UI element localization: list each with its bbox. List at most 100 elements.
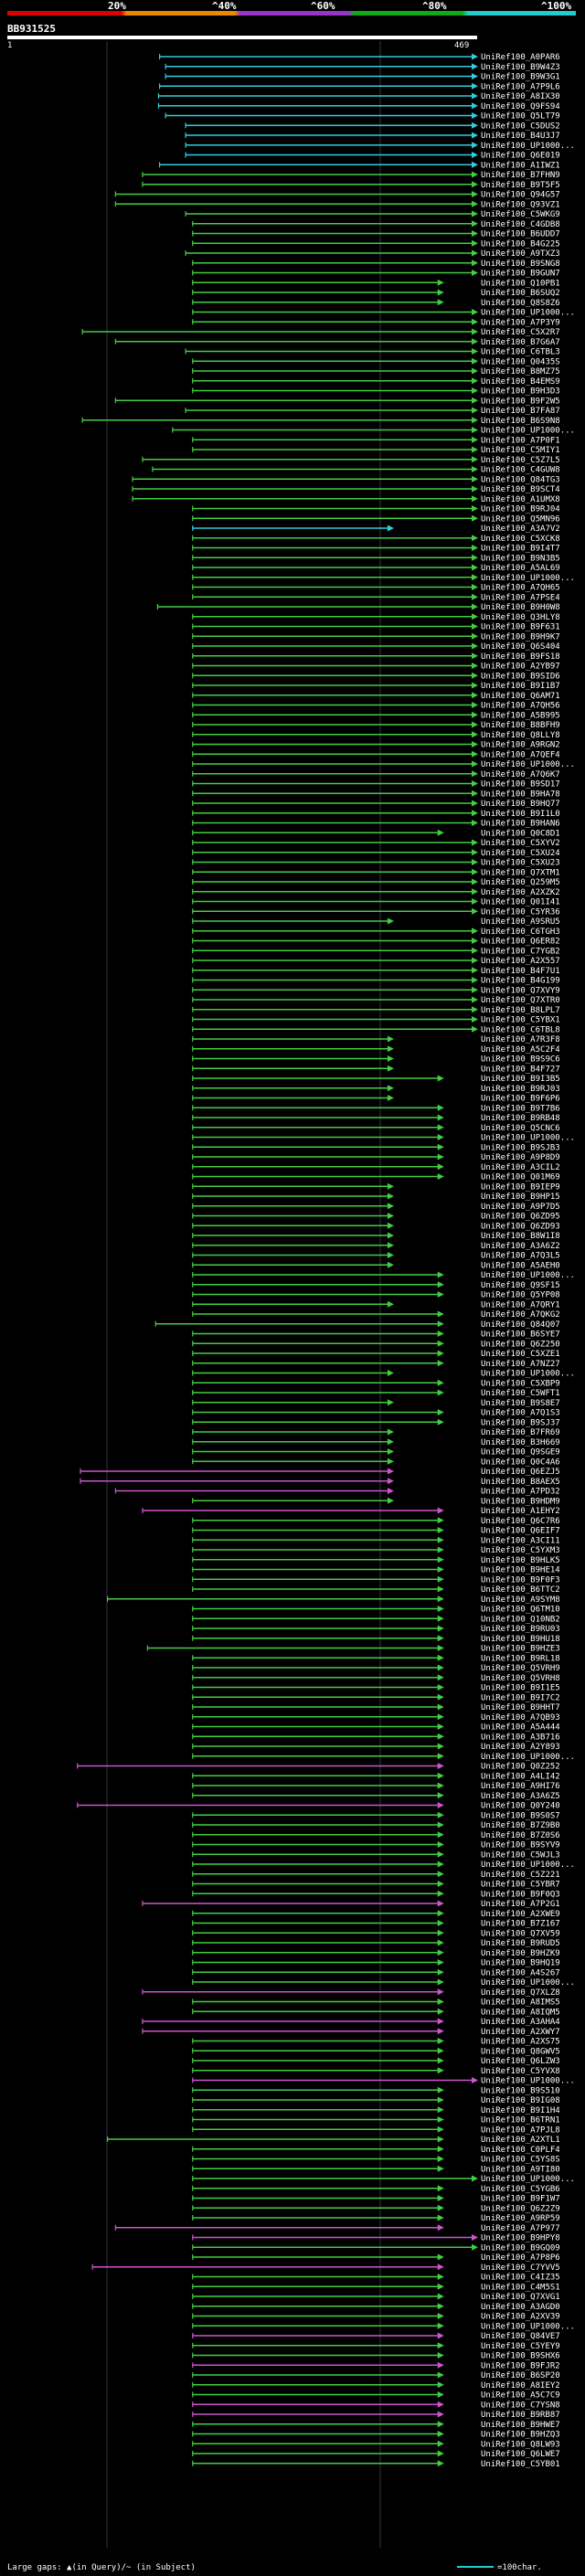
hit-label[interactable]: UniRef100_A7QRY1 [481, 1300, 560, 1309]
hit-label[interactable]: UniRef100_C6TGH3 [481, 928, 560, 937]
hit-label[interactable]: UniRef100_B8W1I8 [481, 1232, 560, 1241]
hit-label[interactable]: UniRef100_B9F0F3 [481, 1575, 560, 1585]
hit-label[interactable]: UniRef100_A3CIL2 [481, 1163, 560, 1172]
hit-label[interactable]: UniRef100_B7FA87 [481, 407, 560, 416]
hit-label[interactable]: UniRef100_Q259M5 [481, 878, 560, 887]
hit-label[interactable]: UniRef100_B9H0W8 [481, 603, 560, 612]
hit-label[interactable]: UniRef100_Q10NB2 [481, 1615, 560, 1624]
hit-label[interactable]: UniRef100_A4LI42 [481, 1772, 560, 1781]
hit-label[interactable]: UniRef100_A3B716 [481, 1733, 560, 1742]
hit-label[interactable]: UniRef100_A3A7V2 [481, 525, 560, 534]
hit-label[interactable]: UniRef100_Q5LT79 [481, 112, 560, 122]
hit-label[interactable]: UniRef100_B9HA78 [481, 790, 560, 799]
hit-label[interactable]: UniRef100_A5C7C9 [481, 2391, 560, 2401]
hit-label[interactable]: UniRef100_B6TTC2 [481, 1585, 560, 1595]
hit-label[interactable]: UniRef100_A9RP59 [481, 2214, 560, 2223]
hit-label[interactable]: UniRef100_B9T7B6 [481, 1104, 560, 1113]
hit-label[interactable]: UniRef100_A7QKG2 [481, 1310, 560, 1320]
hit-label[interactable]: UniRef100_C5XZE1 [481, 1350, 560, 1359]
hit-label[interactable]: UniRef100_Q5MN96 [481, 514, 560, 524]
hit-label[interactable]: UniRef100_A2Y893 [481, 1743, 560, 1752]
hit-label[interactable]: UniRef100_A0PAR6 [481, 53, 560, 62]
hit-label[interactable]: UniRef100_Q84Q07 [481, 1320, 560, 1330]
hit-label[interactable]: UniRef100_A7QB93 [481, 1713, 560, 1723]
hit-label[interactable]: UniRef100_B9GUN7 [481, 270, 560, 279]
hit-label[interactable]: UniRef100_C5Z7L5 [481, 456, 560, 465]
hit-label[interactable]: UniRef100_Q9FS94 [481, 102, 560, 111]
hit-label[interactable]: UniRef100_B9H9K7 [481, 632, 560, 641]
hit-label[interactable]: UniRef100_B9RU03 [481, 1625, 560, 1634]
hit-label[interactable]: UniRef100_B9I1L0 [481, 810, 560, 819]
hit-label[interactable]: UniRef100_B9SHX6 [481, 2352, 560, 2361]
hit-label[interactable]: UniRef100_Q6ZD95 [481, 1213, 560, 1222]
hit-label[interactable]: UniRef100_B9HZE3 [481, 1645, 560, 1654]
hit-label[interactable]: UniRef100_B9I1H4 [481, 2106, 560, 2115]
hit-label[interactable]: UniRef100_B8AEX5 [481, 1478, 560, 1487]
hit-label[interactable]: UniRef100_C5YS8S [481, 2156, 560, 2165]
hit-label[interactable]: UniRef100_Q7XV59 [481, 1929, 560, 1938]
hit-label[interactable]: UniRef100_UP1000... [481, 760, 575, 769]
hit-label[interactable]: UniRef100_UP1000... [481, 1978, 575, 1988]
hit-label[interactable]: UniRef100_B6SUQ2 [481, 289, 560, 298]
hit-label[interactable]: UniRef100_B9F631 [481, 623, 560, 632]
hit-label[interactable]: UniRef100_B9SNG8 [481, 260, 560, 269]
hit-label[interactable]: UniRef100_C7YVV5 [481, 2263, 560, 2273]
hit-label[interactable]: UniRef100_A7Q6K7 [481, 770, 560, 779]
hit-label[interactable]: UniRef100_A5C2F4 [481, 1045, 560, 1055]
hit-label[interactable]: UniRef100_C4IZ35 [481, 2274, 560, 2283]
hit-label[interactable]: UniRef100_C4M5S1 [481, 2283, 560, 2292]
hit-label[interactable]: UniRef100_B8MZ75 [481, 367, 560, 376]
hit-label[interactable]: UniRef100_A7PJL8 [481, 2125, 560, 2135]
hit-label[interactable]: UniRef100_B9FJR2 [481, 2361, 560, 2370]
hit-label[interactable]: UniRef100_A5AEH0 [481, 1261, 560, 1270]
hit-label[interactable]: UniRef100_Q6TM10 [481, 1606, 560, 1615]
hit-label[interactable]: UniRef100_UP1000... [481, 427, 575, 436]
hit-label[interactable]: UniRef100_B9F2W5 [481, 397, 560, 406]
hit-label[interactable]: UniRef100_B9HHT7 [481, 1703, 560, 1712]
hit-label[interactable]: UniRef100_Q6Z250 [481, 1340, 560, 1349]
hit-label[interactable]: UniRef100_B9I1E5 [481, 1684, 560, 1693]
hit-label[interactable]: UniRef100_B9HPY8 [481, 2234, 560, 2243]
hit-label[interactable]: UniRef100_A1IWZ1 [481, 161, 560, 170]
hit-label[interactable]: UniRef100_Q84TG3 [481, 475, 560, 484]
hit-label[interactable]: UniRef100_C5Z221 [481, 1871, 560, 1880]
hit-label[interactable]: UniRef100_B9T5F5 [481, 181, 560, 190]
hit-label[interactable]: UniRef100_B7FR69 [481, 1428, 560, 1437]
hit-label[interactable]: UniRef100_A7Q1S3 [481, 1409, 560, 1418]
hit-label[interactable]: UniRef100_A7PSE4 [481, 593, 560, 602]
hit-label[interactable]: UniRef100_B4F727 [481, 1065, 560, 1074]
hit-label[interactable]: UniRef100_Q0435S [481, 357, 560, 366]
hit-label[interactable]: UniRef100_Q6EZJ5 [481, 1468, 560, 1477]
hit-label[interactable]: UniRef100_Q5CNC6 [481, 1124, 560, 1133]
hit-label[interactable]: UniRef100_B4F7U1 [481, 967, 560, 976]
hit-label[interactable]: UniRef100_Q8GWV5 [481, 2047, 560, 2056]
hit-label[interactable]: UniRef100_B9HDM9 [481, 1497, 560, 1506]
hit-label[interactable]: UniRef100_Q10PB1 [481, 279, 560, 288]
hit-label[interactable]: UniRef100_A3AGD0 [481, 2303, 560, 2312]
hit-label[interactable]: UniRef100_C5YGB6 [481, 2185, 560, 2194]
hit-label[interactable]: UniRef100_B8BFH9 [481, 721, 560, 730]
hit-label[interactable]: UniRef100_A3A6Z2 [481, 1242, 560, 1251]
hit-label[interactable]: UniRef100_B9I1B7 [481, 682, 560, 691]
hit-label[interactable]: UniRef100_A9SRU5 [481, 917, 560, 927]
hit-label[interactable]: UniRef100_A5AL69 [481, 564, 560, 573]
hit-label[interactable]: UniRef100_C5X2R7 [481, 328, 560, 337]
hit-label[interactable]: UniRef100_A9HI76 [481, 1782, 560, 1791]
hit-label[interactable]: UniRef100_Q0Z252 [481, 1763, 560, 1772]
hit-label[interactable]: UniRef100_A9TXZ3 [481, 249, 560, 259]
hit-label[interactable]: UniRef100_A7PD32 [481, 1488, 560, 1497]
hit-label[interactable]: UniRef100_B9S510 [481, 2086, 560, 2095]
hit-label[interactable]: UniRef100_Q7XVY9 [481, 986, 560, 995]
hit-label[interactable]: UniRef100_B9RJ03 [481, 1085, 560, 1094]
hit-label[interactable]: UniRef100_C6TBL3 [481, 348, 560, 357]
hit-label[interactable]: UniRef100_UP1000... [481, 309, 575, 318]
hit-label[interactable]: UniRef100_B9GQ09 [481, 2243, 560, 2253]
hit-label[interactable]: UniRef100_A7P9L6 [481, 82, 560, 91]
hit-label[interactable]: UniRef100_A7Q3L5 [481, 1252, 560, 1261]
hit-label[interactable]: UniRef100_A3AHA4 [481, 2018, 560, 2027]
hit-label[interactable]: UniRef100_B4U3J7 [481, 132, 560, 141]
hit-label[interactable]: UniRef100_A9P7D5 [481, 1203, 560, 1212]
hit-label[interactable]: UniRef100_UP1000... [481, 1134, 575, 1143]
hit-label[interactable]: UniRef100_A3CI11 [481, 1536, 560, 1545]
hit-label[interactable]: UniRef100_B9W3G1 [481, 73, 560, 82]
